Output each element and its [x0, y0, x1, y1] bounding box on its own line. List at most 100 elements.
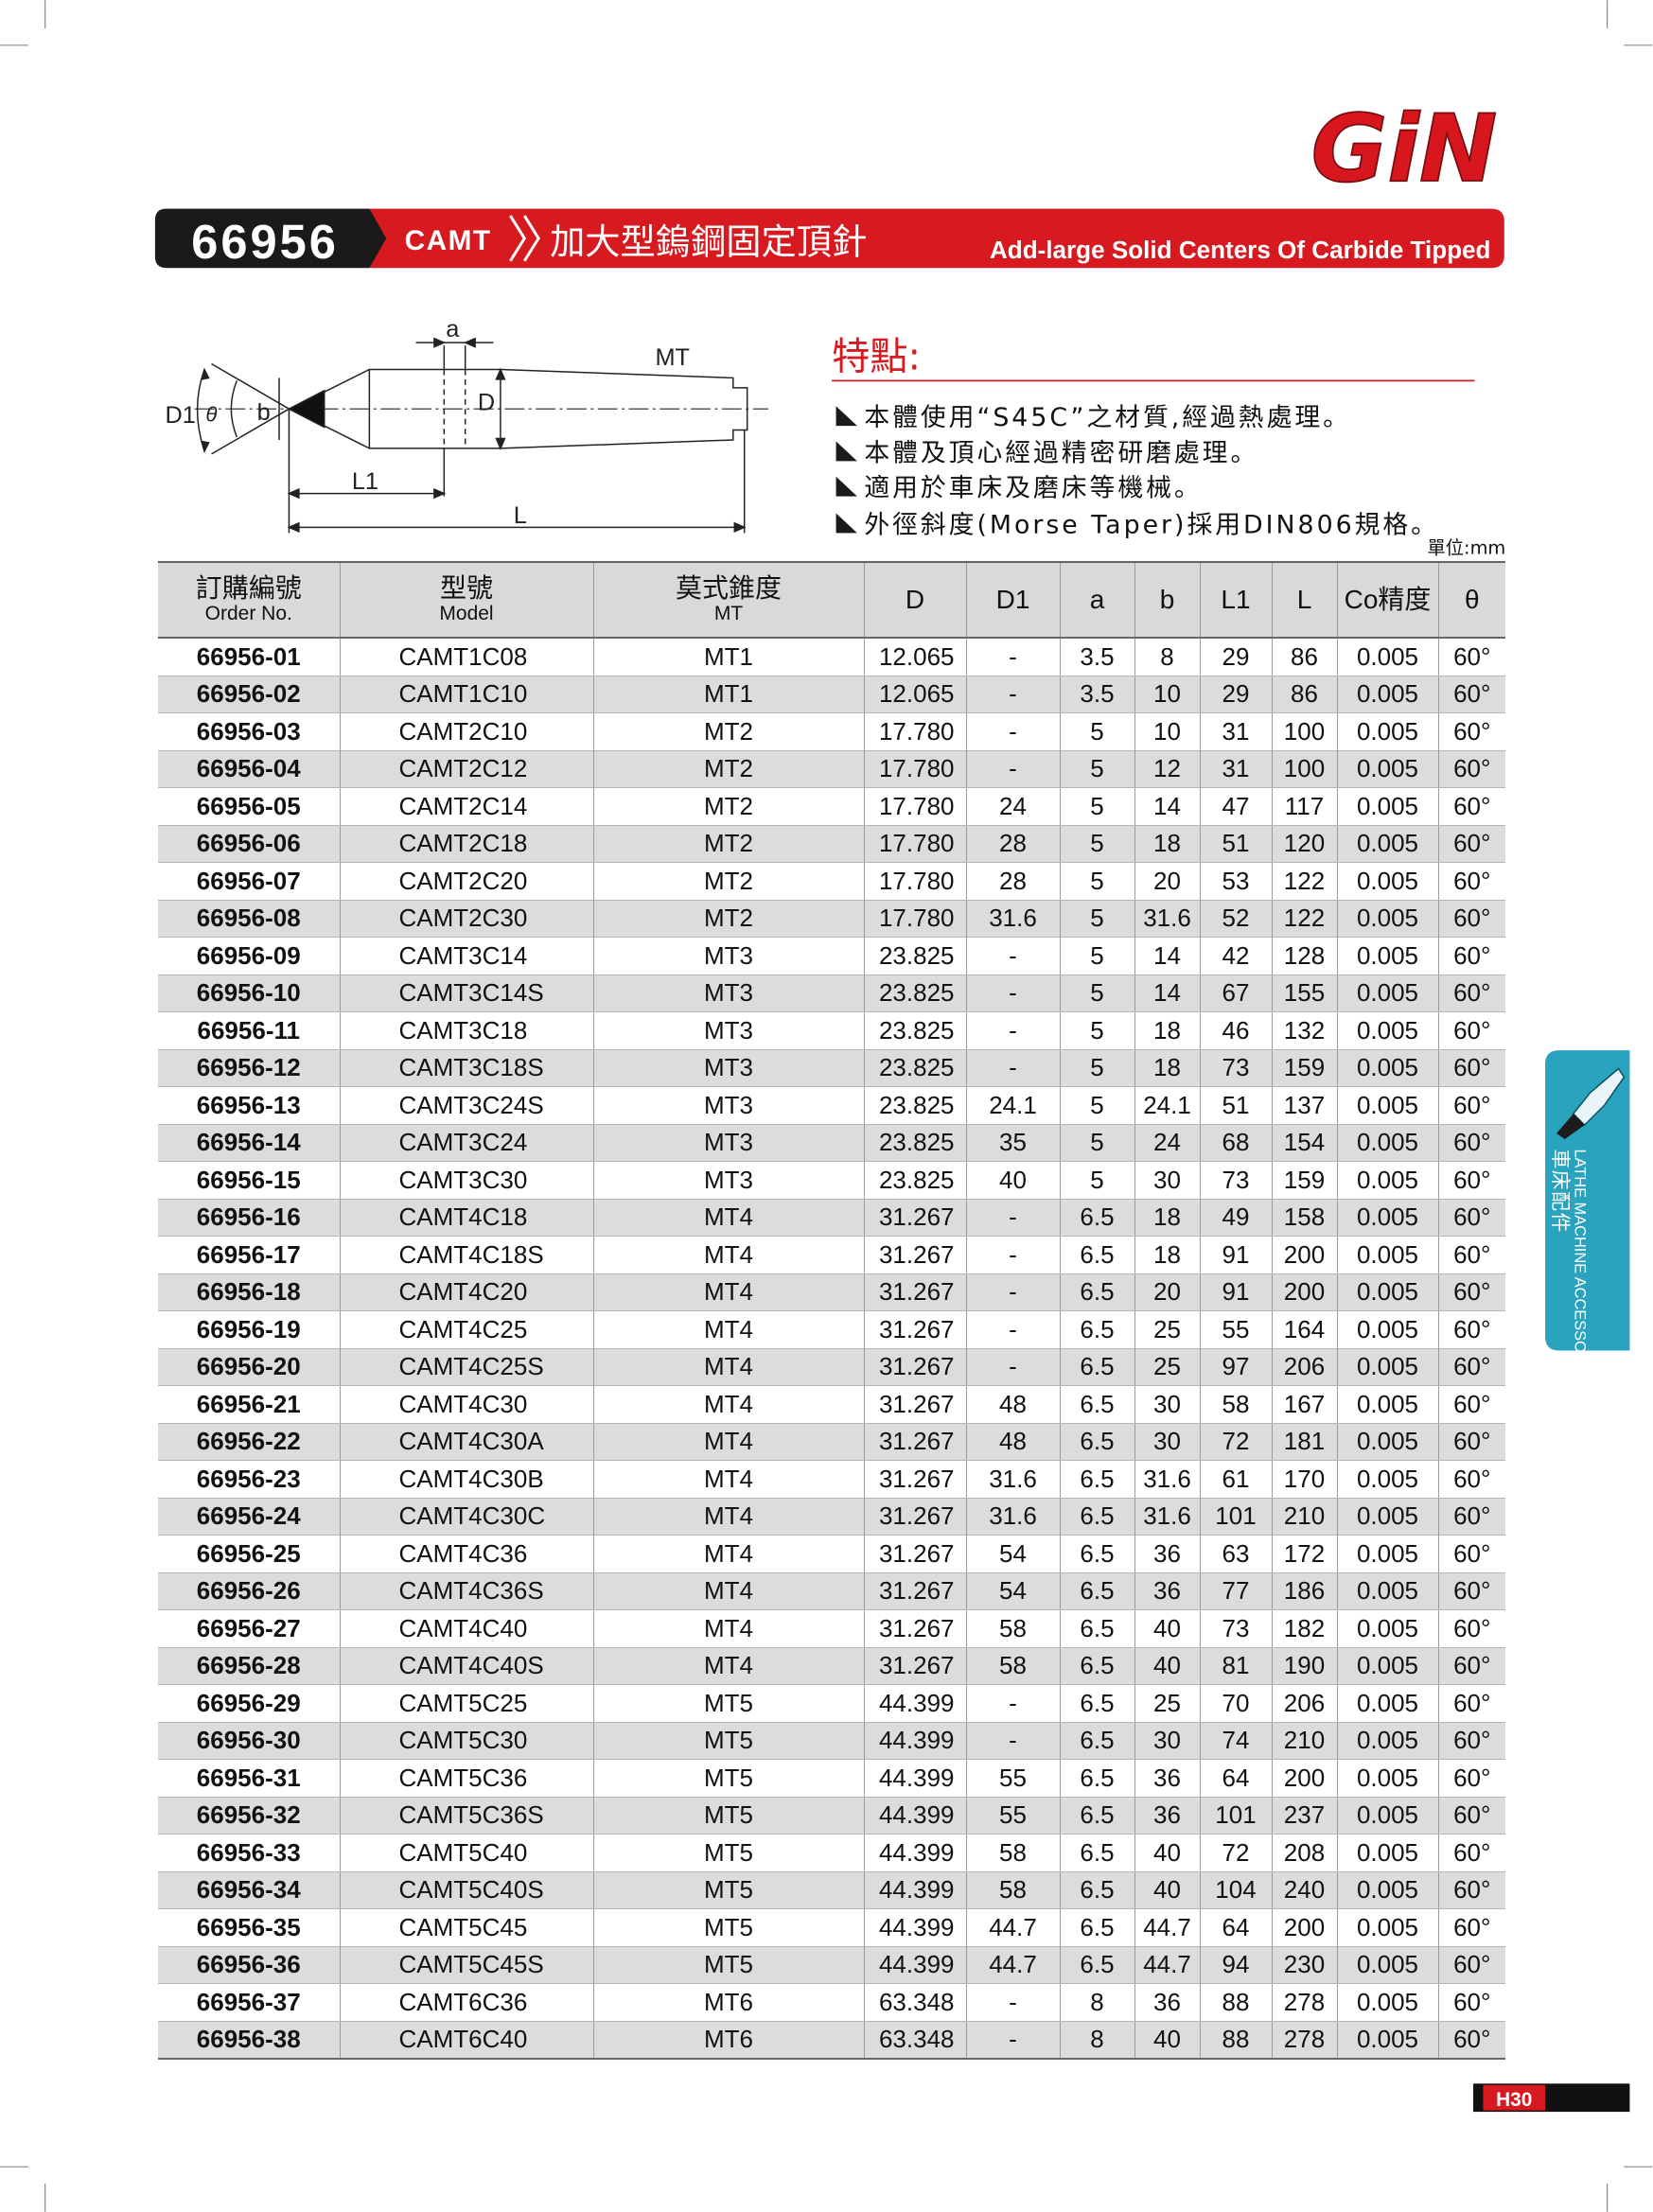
table-cell: 60°: [1437, 750, 1505, 788]
table-cell: 0.005: [1336, 1647, 1439, 1685]
table-cell: 14: [1134, 974, 1201, 1012]
table-cell: 6.5: [1059, 1572, 1135, 1610]
table-cell: 60°: [1437, 1236, 1505, 1274]
table-cell: -: [965, 1049, 1061, 1087]
table-row: 66956-17 CAMT4C18S MT4 31.267-6.5 18 91 200 0.0…: [158, 1236, 1505, 1274]
table-row: 66956-32 CAMT5C36S MT5 44.399 55 6.5 36 101 237 0…: [158, 1797, 1505, 1835]
table-cell: 73: [1199, 1609, 1273, 1648]
table-cell: 60°: [1437, 1385, 1505, 1424]
table-cell: MT3: [592, 1086, 865, 1125]
table-cell: 66956-26: [158, 1572, 341, 1610]
table-cell: 0.005: [1336, 1011, 1439, 1050]
table-cell: 60°: [1437, 1460, 1505, 1499]
table-cell: 68: [1199, 1124, 1273, 1162]
table-cell: 190: [1271, 1647, 1338, 1685]
table-cell: 12.065: [863, 638, 967, 676]
table-cell: 60°: [1437, 638, 1505, 676]
table-cell: 31.267: [863, 1236, 967, 1274]
column-sublabel: MT: [713, 603, 744, 624]
table-cell: 5: [1059, 825, 1135, 863]
table-cell: 60°: [1437, 2021, 1505, 2060]
table-cell: MT3: [592, 1011, 865, 1050]
table-cell: 97: [1199, 1348, 1273, 1386]
table-cell: 54: [965, 1572, 1061, 1610]
table-cell: 101: [1199, 1797, 1273, 1835]
table-cell: 29: [1199, 676, 1273, 713]
table-cell: MT3: [592, 1161, 865, 1200]
table-cell: 60°: [1437, 1908, 1505, 1947]
table-cell: 159: [1271, 1049, 1338, 1087]
table-cell: 0.005: [1336, 1460, 1439, 1499]
table-cell: 6.5: [1059, 1759, 1135, 1798]
table-cell: -: [965, 1310, 1061, 1349]
table-cell: 0.005: [1336, 1684, 1439, 1723]
table-cell: MT2: [592, 712, 865, 751]
table-cell: 0.005: [1336, 2021, 1439, 2060]
table-cell: 100: [1271, 750, 1338, 788]
table-cell: 66956-06: [158, 825, 341, 863]
table-cell: 6.5: [1059, 1609, 1135, 1648]
table-cell: 72: [1199, 1834, 1273, 1872]
table-row: 66956-06 CAMT2C18 MT2 17.780 28 5 18 51 120 0.005…: [158, 825, 1505, 863]
product-code: 66956: [191, 215, 339, 269]
table-row: 66956-26 CAMT4C36S MT4 31.267 54 6.5 36 77 186 0.…: [158, 1572, 1505, 1610]
table-cell: 58: [965, 1871, 1061, 1909]
table-cell: 6.5: [1059, 1423, 1135, 1461]
table-cell: 24.1: [965, 1086, 1061, 1125]
table-cell: 66956-03: [158, 712, 341, 751]
table-cell: 60°: [1437, 1647, 1505, 1685]
table-cell: 101: [1199, 1498, 1273, 1536]
table-cell: 200: [1271, 1908, 1338, 1947]
table-cell: 31.6: [1134, 1460, 1201, 1499]
table-cell: 58: [965, 1834, 1061, 1872]
table-cell: 186: [1271, 1572, 1338, 1610]
table-cell: 44.7: [965, 1946, 1061, 1984]
table-cell: 60°: [1437, 1535, 1505, 1573]
dim-mt: MT: [655, 344, 690, 371]
table-row: 66956-19 CAMT4C25 MT4 31.267-6.5 25 55 164 0.00…: [158, 1310, 1505, 1349]
table-row: 66956-21 CAMT4C30 MT4 31.267 48 6.5 30 58 167 0.0…: [158, 1385, 1505, 1424]
table-row: 66956-15 CAMT3C30 MT3 23.825 40 5 30 73 159 0.005…: [158, 1161, 1505, 1200]
table-cell: 74: [1199, 1722, 1273, 1760]
table-cell: CAMT4C30C: [339, 1498, 594, 1536]
bullet: [835, 476, 857, 497]
table-cell: 104: [1199, 1871, 1273, 1909]
table-row: 66956-23 CAMT4C30B MT4 31.267 31.6 6.5 31.6 61 1…: [158, 1460, 1505, 1499]
table-cell: CAMT3C14: [339, 937, 594, 975]
table-cell: -: [965, 2021, 1061, 2060]
table-cell: CAMT6C40: [339, 2021, 594, 2060]
table-cell: 31.267: [863, 1460, 967, 1499]
table-cell: 44.399: [863, 1946, 967, 1984]
table-cell: 25: [1134, 1684, 1201, 1723]
table-cell: 60°: [1437, 900, 1505, 938]
table-cell: MT4: [592, 1236, 865, 1274]
table-cell: 18: [1134, 1236, 1201, 1274]
table-cell: 66956-27: [158, 1609, 341, 1648]
table-cell: CAMT5C25: [339, 1684, 594, 1723]
table-cell: 63.348: [863, 1983, 967, 2022]
table-cell: -: [965, 1722, 1061, 1760]
logo: GiN: [1311, 96, 1498, 203]
table-cell: 8: [1059, 2021, 1135, 2060]
table-row: 66956-36 CAMT5C45S MT5 44.399 44.7 6.5 44.7 94 2…: [158, 1946, 1505, 1984]
table-cell: CAMT5C45S: [339, 1946, 594, 1984]
dim-d1: D1: [166, 402, 196, 429]
table-cell: 6.5: [1059, 1871, 1135, 1909]
table-cell: CAMT2C12: [339, 750, 594, 788]
table-cell: 206: [1271, 1684, 1338, 1723]
column-label: 型號: [439, 573, 493, 603]
table-cell: 6.5: [1059, 1199, 1135, 1237]
table-cell: MT4: [592, 1423, 865, 1461]
table-cell: 94: [1199, 1946, 1273, 1984]
table-cell: 66956-33: [158, 1834, 341, 1872]
table-cell: MT4: [592, 1273, 865, 1311]
table-cell: CAMT4C36: [339, 1535, 594, 1573]
table-cell: 0.005: [1336, 712, 1439, 751]
column-header: 訂購編號 Order No.: [158, 561, 341, 639]
table-cell: 67: [1199, 974, 1273, 1012]
table-cell: 60°: [1437, 974, 1505, 1012]
table-cell: 44.7: [1134, 1908, 1201, 1947]
table-cell: 167: [1271, 1385, 1338, 1424]
table-cell: 0.005: [1336, 1199, 1439, 1237]
table-cell: 66956-30: [158, 1722, 341, 1760]
